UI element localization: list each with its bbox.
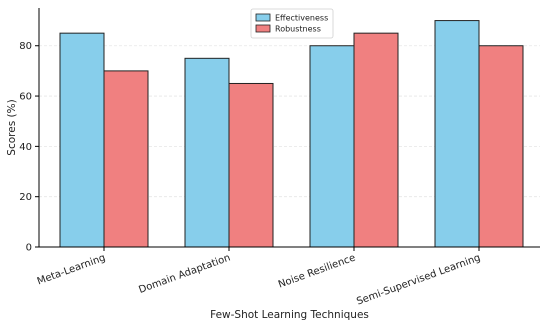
y-tick-label: 20 (19, 192, 32, 203)
legend-swatch-robustness (255, 24, 271, 33)
x-tick-label: Domain Adaptation (137, 252, 232, 295)
y-tick-label: 60 (19, 92, 32, 103)
x-ticks: Meta-Learning Domain Adaptation Noise Resi… (36, 247, 482, 308)
legend-swatch-effectiveness (255, 13, 271, 22)
y-tick-label: 80 (19, 41, 32, 52)
y-ticks: 0 20 40 60 80 (19, 41, 39, 254)
legend: Effectiveness Robustness (250, 8, 334, 39)
bar-robustness-3 (478, 45, 524, 248)
axes (38, 8, 540, 248)
legend-box (250, 8, 334, 39)
y-tick-label: 0 (26, 243, 32, 254)
bar-effectiveness-2 (309, 45, 355, 248)
bar-robustness-0 (103, 70, 149, 248)
bar-effectiveness-1 (184, 57, 230, 248)
legend-label-robustness: Robustness (275, 25, 321, 34)
x-tick-label: Noise Resilience (277, 252, 357, 290)
bars (59, 20, 524, 248)
bar-robustness-2 (353, 32, 399, 248)
y-axis-label: Scores (%) (6, 99, 18, 155)
bar-effectiveness-0 (59, 32, 105, 248)
x-tick-label: Semi-Supervised Learning (355, 252, 482, 307)
legend-label-effectiveness: Effectiveness (275, 14, 328, 23)
bar-robustness-1 (228, 82, 274, 248)
bar-effectiveness-3 (434, 20, 480, 248)
y-tick-label: 40 (19, 142, 32, 153)
x-tick-label: Meta-Learning (36, 252, 107, 287)
x-axis-label: Few-Shot Learning Techniques (210, 309, 369, 320)
